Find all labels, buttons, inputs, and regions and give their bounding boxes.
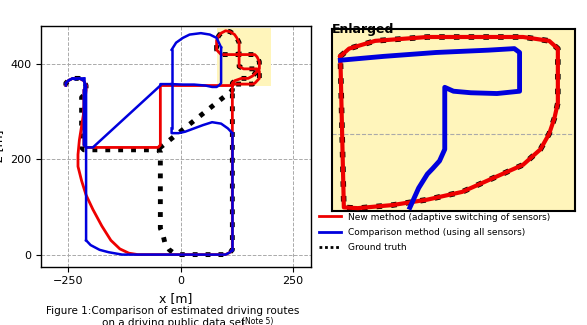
Legend: New method (adaptive switching of sensors), Comparison method (using all sensors: New method (adaptive switching of sensor…	[319, 213, 551, 252]
Bar	[217, 28, 271, 85]
Text: (Note 5): (Note 5)	[242, 317, 273, 325]
Y-axis label: z [m]: z [m]	[0, 130, 5, 162]
Text: Enlarged: Enlarged	[332, 23, 394, 36]
Text: Figure 1:Comparison of estimated driving routes: Figure 1:Comparison of estimated driving…	[46, 306, 300, 316]
X-axis label: x [m]: x [m]	[160, 292, 193, 305]
Text: on a driving public data set: on a driving public data set	[102, 318, 245, 325]
